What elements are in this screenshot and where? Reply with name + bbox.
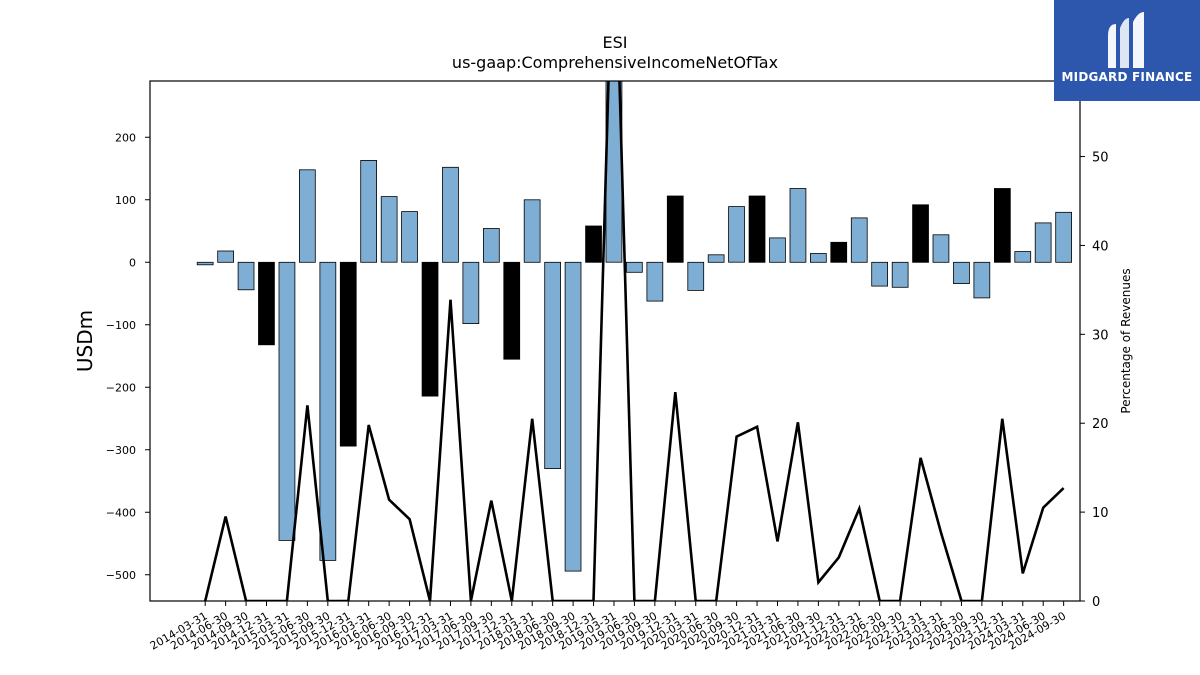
bar: [462, 261, 480, 324]
bar: [830, 241, 848, 263]
bar: [421, 261, 439, 397]
bar: [482, 228, 500, 263]
bar: [298, 169, 316, 263]
bar: [707, 254, 725, 263]
bar: [1014, 251, 1032, 263]
revenue-percentage-line: [203, 81, 1065, 601]
bar: [666, 195, 684, 263]
midgard-logo-icon: [1108, 12, 1144, 68]
y2-tick-label: 50: [1092, 151, 1109, 166]
bar: [932, 234, 950, 263]
bar: [544, 261, 562, 469]
y-axis-label: USDm: [73, 310, 97, 372]
bar: [503, 261, 521, 360]
bar: [442, 166, 459, 263]
bar: [605, 81, 623, 263]
y2-tick-label: 10: [1092, 506, 1109, 521]
chart-title: ESI: [603, 33, 628, 52]
bar: [912, 204, 929, 263]
bar: [769, 237, 786, 263]
y-tick-label: −400: [106, 506, 136, 519]
y-tick-label: −300: [106, 444, 136, 457]
left-axis-ticks: 200 100 0 −100 −200 −300 −400 −500: [106, 131, 150, 582]
right-axis-ticks: 0 10 20 30 40 50: [1080, 151, 1109, 610]
line-series: [203, 81, 1065, 601]
bar: [380, 196, 398, 263]
bar: [994, 188, 1011, 263]
x-axis-ticks: 2014-03-312014-06-302014-09-302014-12-31…: [148, 601, 1068, 653]
y-tick-label: −100: [106, 319, 136, 332]
y2-tick-label: 40: [1092, 239, 1109, 254]
bar: [973, 261, 991, 299]
bar: [891, 261, 909, 288]
bar: [646, 261, 664, 302]
bar: [789, 188, 807, 263]
y2-tick-label: 0: [1092, 595, 1100, 610]
bar: [1034, 222, 1052, 263]
bar: [278, 261, 296, 541]
bar: [850, 217, 868, 263]
bar: [810, 253, 827, 263]
bar: [626, 261, 643, 273]
bar: [401, 211, 418, 263]
bar: [953, 261, 970, 284]
bar: [360, 159, 378, 263]
plot-frame: [149, 80, 1081, 602]
bar: [523, 199, 541, 263]
y2-tick-label: 30: [1092, 328, 1109, 343]
bar: [871, 261, 889, 287]
brand-logo: MIDGARD FINANCE: [1054, 0, 1200, 101]
bar: [217, 250, 234, 263]
y-tick-label: 100: [115, 194, 136, 207]
bar: [339, 261, 357, 447]
bar: [748, 195, 766, 263]
bar: [258, 261, 275, 346]
bar: [1055, 211, 1072, 263]
y-tick-label: 200: [115, 131, 136, 144]
bar: [564, 261, 582, 572]
y-tick-label: 0: [129, 256, 136, 269]
bar: [237, 261, 255, 291]
y2-axis-label: Percentage of Revenues: [1119, 268, 1133, 413]
bar: [585, 225, 602, 263]
chart-subtitle: us-gaap:ComprehensiveIncomeNetOfTax: [452, 53, 778, 72]
y-tick-label: −500: [106, 569, 136, 582]
bar: [196, 261, 214, 266]
brand-name: MIDGARD FINANCE: [1061, 70, 1193, 84]
bar: [728, 206, 745, 263]
y-tick-label: −200: [106, 381, 136, 394]
bar: [687, 261, 705, 291]
bar: [319, 261, 337, 561]
bar-series: [196, 81, 1072, 572]
y2-tick-label: 20: [1092, 417, 1109, 432]
